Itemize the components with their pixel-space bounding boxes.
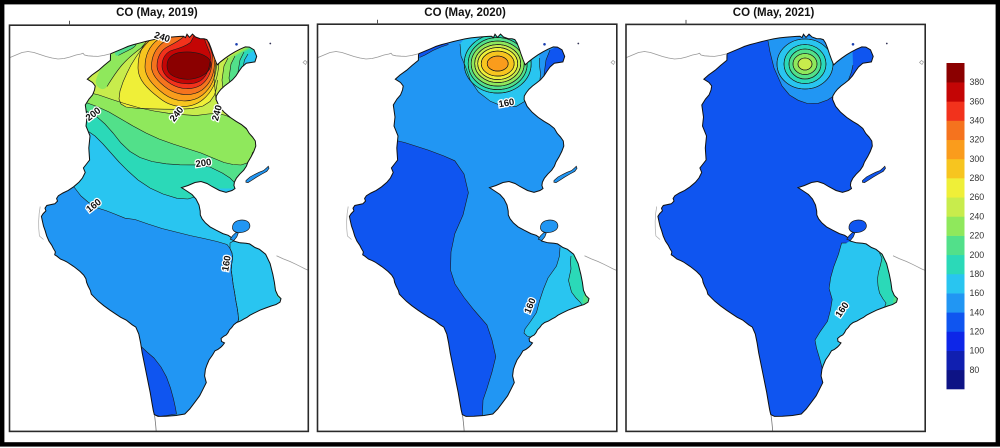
svg-text:340: 340 [970,116,985,126]
svg-text:360: 360 [970,96,985,106]
svg-text:100: 100 [970,346,985,356]
svg-text:120: 120 [970,327,985,337]
svg-text:320: 320 [970,135,985,145]
svg-text:180: 180 [970,269,985,279]
svg-text:160: 160 [498,97,516,111]
svg-text:240: 240 [210,104,225,122]
svg-text:160: 160 [220,255,234,273]
svg-text:240: 240 [970,211,985,221]
svg-text:200: 200 [195,157,212,170]
svg-text:140: 140 [970,307,985,317]
svg-text:80: 80 [970,365,980,375]
svg-text:CO (May, 2019): CO (May, 2019) [116,7,198,19]
svg-text:380: 380 [970,77,985,87]
svg-text:220: 220 [970,231,985,241]
svg-text:300: 300 [970,154,985,164]
svg-text:280: 280 [970,173,985,183]
svg-text:CO (May, 2020): CO (May, 2020) [424,7,506,19]
svg-text:200: 200 [970,250,985,260]
svg-text:260: 260 [970,192,985,202]
svg-text:160: 160 [970,288,985,298]
svg-text:CO (May, 2021): CO (May, 2021) [733,7,815,19]
